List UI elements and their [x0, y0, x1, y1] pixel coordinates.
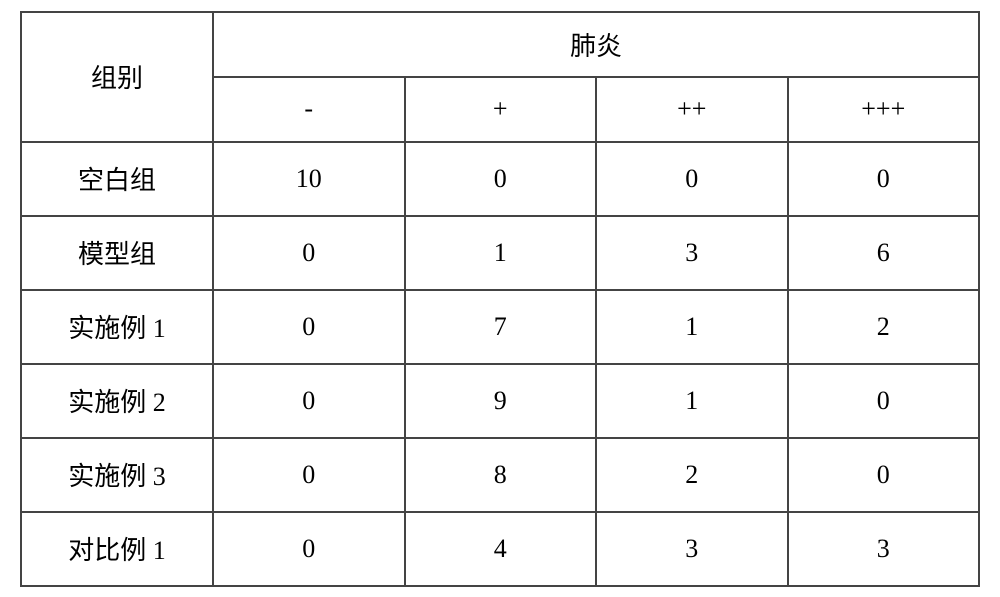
- row-1-val-2: 3: [596, 216, 788, 290]
- row-0-group: 空白组: [21, 142, 213, 216]
- table-row: 对比例 1 0 4 3 3: [21, 512, 979, 586]
- row-3-val-0: 0: [213, 364, 405, 438]
- subheader-plus: +: [405, 77, 597, 142]
- group-header-label: 组别: [91, 64, 143, 93]
- row-2-group: 实施例 1: [21, 290, 213, 364]
- row-5-group: 对比例 1: [21, 512, 213, 586]
- row-5-val-0: 0: [213, 512, 405, 586]
- table-body: 空白组 10 0 0 0 模型组 0 1 3 6 实施例 1 0 7 1 2: [21, 142, 979, 586]
- row-5-val-1: 4: [405, 512, 597, 586]
- row-2-val-3: 2: [788, 290, 980, 364]
- row-4-group: 实施例 3: [21, 438, 213, 512]
- table-row: 实施例 1 0 7 1 2: [21, 290, 979, 364]
- table-row: 实施例 2 0 9 1 0: [21, 364, 979, 438]
- row-2-val-1: 7: [405, 290, 597, 364]
- row-3-val-1: 9: [405, 364, 597, 438]
- row-2-val-2: 1: [596, 290, 788, 364]
- table-row: 模型组 0 1 3 6: [21, 216, 979, 290]
- row-4-val-2: 2: [596, 438, 788, 512]
- row-5-val-2: 3: [596, 512, 788, 586]
- row-3-val-2: 1: [596, 364, 788, 438]
- pneumonia-table-container: 组别 肺炎 - + ++ +++: [20, 11, 980, 587]
- row-1-val-3: 6: [788, 216, 980, 290]
- row-5-val-3: 3: [788, 512, 980, 586]
- table-row: 实施例 3 0 8 2 0: [21, 438, 979, 512]
- row-2-val-0: 0: [213, 290, 405, 364]
- table-header-row-1: 组别 肺炎: [21, 12, 979, 77]
- row-0-val-0: 10: [213, 142, 405, 216]
- subheader-minus: -: [213, 77, 405, 142]
- table-header: 组别 肺炎 - + ++ +++: [21, 12, 979, 142]
- row-1-val-0: 0: [213, 216, 405, 290]
- subheader-plus-plus-plus: +++: [788, 77, 980, 142]
- row-0-val-2: 0: [596, 142, 788, 216]
- row-3-group: 实施例 2: [21, 364, 213, 438]
- subheader-label-0: -: [304, 94, 313, 123]
- row-3-val-3: 0: [788, 364, 980, 438]
- row-1-group: 模型组: [21, 216, 213, 290]
- subheader-plus-plus: ++: [596, 77, 788, 142]
- row-0-val-3: 0: [788, 142, 980, 216]
- row-4-val-1: 8: [405, 438, 597, 512]
- table-row: 空白组 10 0 0 0: [21, 142, 979, 216]
- row-4-val-0: 0: [213, 438, 405, 512]
- row-4-val-3: 0: [788, 438, 980, 512]
- pneumonia-span-label: 肺炎: [570, 32, 622, 61]
- group-header-cell: 组别: [21, 12, 213, 142]
- subheader-label-1: +: [493, 94, 508, 123]
- subheader-label-3: +++: [861, 94, 905, 123]
- row-1-val-1: 1: [405, 216, 597, 290]
- row-0-val-1: 0: [405, 142, 597, 216]
- subheader-label-2: ++: [677, 94, 706, 123]
- pneumonia-data-table: 组别 肺炎 - + ++ +++: [20, 11, 980, 587]
- pneumonia-span-header-cell: 肺炎: [213, 12, 979, 77]
